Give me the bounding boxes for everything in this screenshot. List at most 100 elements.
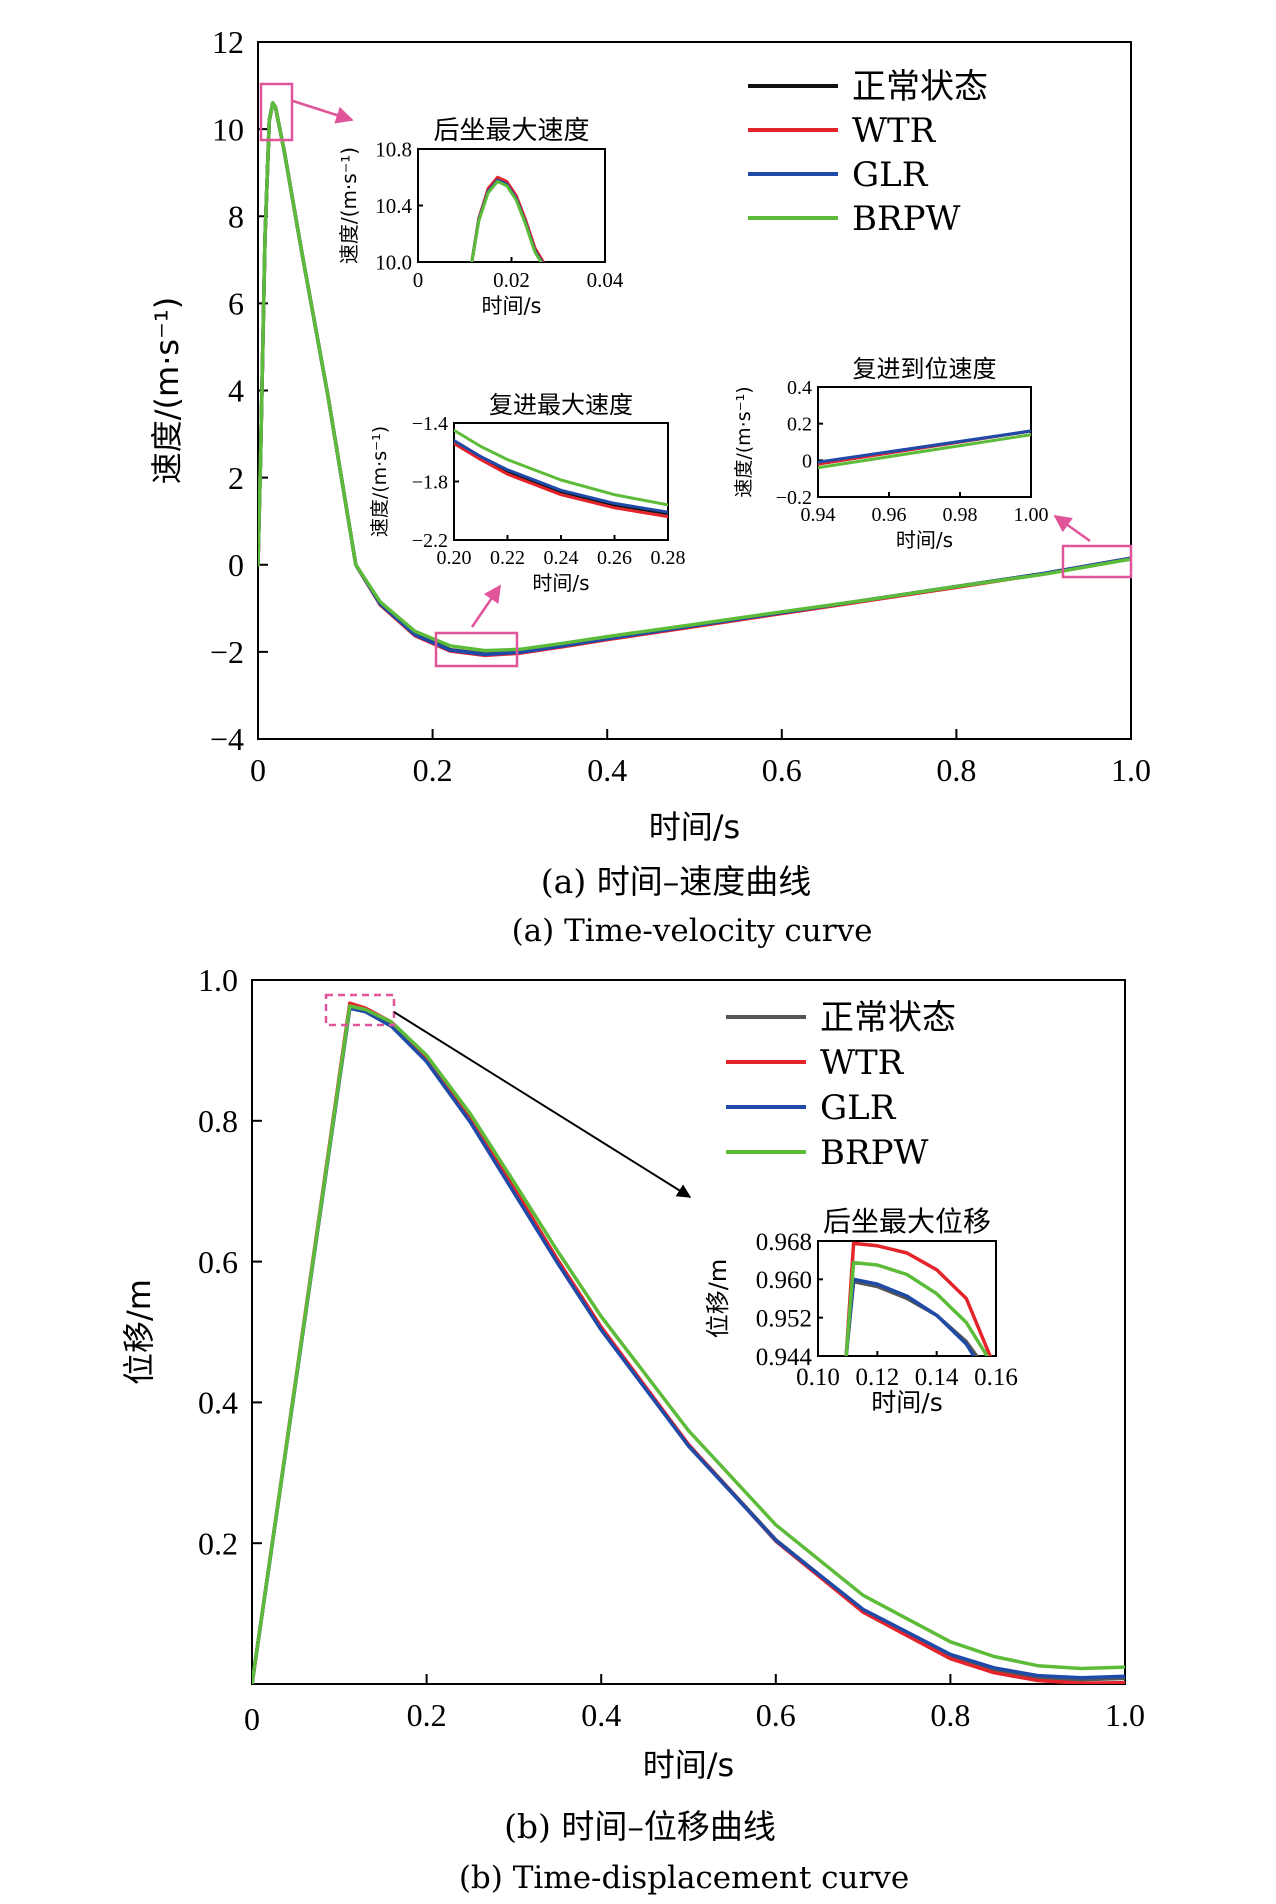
x-tick-label: 1.0 [1105,1697,1145,1733]
inset-x-tick-label: 0.02 [493,268,530,292]
inset-x-axis-title: 时间/s [532,571,589,595]
x-tick-label: 0.6 [756,1697,796,1733]
inset-x-axis-title: 时间/s [481,294,541,318]
inset-y-tick-label: 0.968 [756,1229,812,1256]
inset-series-line-brpw [844,1260,989,1356]
series-line-glr [258,101,1131,657]
chart-time-displacement: 0.2 0.4 0.6 0.8 1.0 0.2 0.4 0.6 0.8 1.0 0 时间/s 位移/m 正… [120,962,1145,1896]
y-tick-label: 4 [228,373,244,409]
x-tick-label: 1.0 [1111,752,1151,788]
y-tick-label: 0.6 [198,1244,238,1280]
inset-series-line-normal [454,439,668,516]
callout-arrow [292,99,354,124]
inset-series-line-glr [454,439,668,514]
inset-series-line-normal [470,178,544,262]
series-line-normal_b [252,1006,1125,1684]
inset-y-tick-label: −1.4 [412,413,448,435]
inset-b1: 0.10 0.12 0.14 0.16 0.944 0.952 0.960 0.968 后坐最大… [704,1205,1018,1417]
inset-y-tick-label: 0.944 [756,1344,813,1371]
y-tick-label: 1.0 [198,962,238,998]
x-tick-label: 0.4 [581,1697,621,1733]
inset-x-tick-label: 0.28 [651,547,686,569]
inset-plot-frame [817,1240,997,1357]
inset-y-tick-label: 10.0 [375,250,412,274]
inset-y-tick-label: 0.4 [787,377,812,399]
series-line-wtr [252,1001,1125,1684]
inset-y-tick-label: −1.8 [412,472,448,494]
series-line-wtr [258,101,1131,658]
x-tick-label: 0.8 [936,752,976,788]
inset-y-tick-label: 0.2 [787,414,812,436]
inset-x-tick-label: 0.10 [796,1364,840,1391]
y-tick-label: −2 [210,634,244,670]
inset-x-tick-label: 0 [413,268,424,292]
inset-series-line-brpw [818,433,1031,470]
inset-y-tick-label: 0 [802,450,812,472]
inset-y-axis-title: 速度/(m·s⁻¹) [369,426,391,537]
highlight-box [434,631,519,668]
inset-x-axis-title: 时间/s [871,1388,942,1417]
inset-y-tick-label: 10.4 [375,194,412,218]
inset-series-line-glr [470,178,544,262]
callout-arrow [470,584,502,628]
y-tick-label: 6 [228,286,244,322]
series-line-brpw [258,101,1131,653]
inset-title: 复进最大速度 [489,391,633,419]
legend-label: BRPW [820,1133,928,1173]
x-tick-label: 0.2 [413,752,453,788]
inset-title: 复进到位速度 [853,355,997,383]
inset-x-tick-label: 0.98 [943,504,978,526]
inset-x-tick-label: 0.96 [872,504,907,526]
legend-label: 正常状态 [820,998,956,1038]
x-tick-label: 0 [244,1701,260,1737]
series-line-glr [252,1006,1125,1684]
inset-x-tick-label: 0.24 [544,547,579,569]
y-tick-label: −4 [210,721,244,757]
inset-series-line-glr [818,429,1031,464]
y-tick-label: 12 [212,24,244,60]
inset-series-line-wtr [454,442,668,519]
y-tick-label: 0.2 [198,1525,238,1561]
chart-time-velocity: 0 0.2 0.4 0.6 0.8 1.0 −4 −2 0 2 4 6 8 10 12 时间/s 速度/(m·s… [148,24,1151,949]
legend-label: GLR [820,1088,897,1128]
highlight-box [259,82,294,142]
series-line-brpw [252,1004,1125,1684]
inset-x-tick-label: 0.20 [437,547,472,569]
inset-series-line-normal_b [844,1279,979,1356]
legend-label: BRPW [852,199,960,239]
highlight-box-dashed [324,993,396,1027]
x-axis-title: 时间/s [649,808,740,846]
inset-x-tick-label: 0.16 [974,1364,1018,1391]
y-tick-label: 0 [228,547,244,583]
y-tick-label: 8 [228,198,244,234]
inset-series-line-wtr [844,1241,992,1356]
x-tick-label: 0.8 [930,1697,970,1733]
inset-title: 后坐最大速度 [433,116,589,146]
inset-plot-frame [817,386,1032,498]
inset-a2: 0.20 0.22 0.24 0.26 0.28 −2.2 −1.8 −1.4 复进最大速度时间… [369,391,686,595]
highlight-box [1061,544,1133,579]
caption-cn: (a) 时间–速度曲线 [541,862,811,901]
inset-y-tick-label: 0.952 [756,1305,812,1332]
inset-x-tick-label: 0.26 [597,547,632,569]
inset-y-tick-label: −0.2 [776,487,812,509]
inset-y-axis-title: 位移/m [704,1259,732,1338]
callout-arrow [393,1011,692,1198]
legend-label: GLR [852,155,929,195]
x-tick-label: 0.6 [762,752,802,788]
y-tick-label: 0.8 [198,1103,238,1139]
inset-x-axis-title: 时间/s [896,528,953,552]
inset-x-tick-label: 0.12 [855,1364,899,1391]
legend-label: WTR [852,111,937,151]
inset-y-axis-title: 速度/(m·s⁻¹) [733,386,755,497]
inset-y-axis-title: 速度/(m·s⁻¹) [337,147,361,264]
inset-series-line-brpw [470,180,543,262]
y-tick-label: 10 [212,111,244,147]
inset-y-tick-label: −2.2 [412,530,448,552]
inset-x-tick-label: 0.14 [915,1364,959,1391]
x-tick-label: 0.2 [407,1697,447,1733]
inset-x-tick-label: 0.04 [587,268,624,292]
